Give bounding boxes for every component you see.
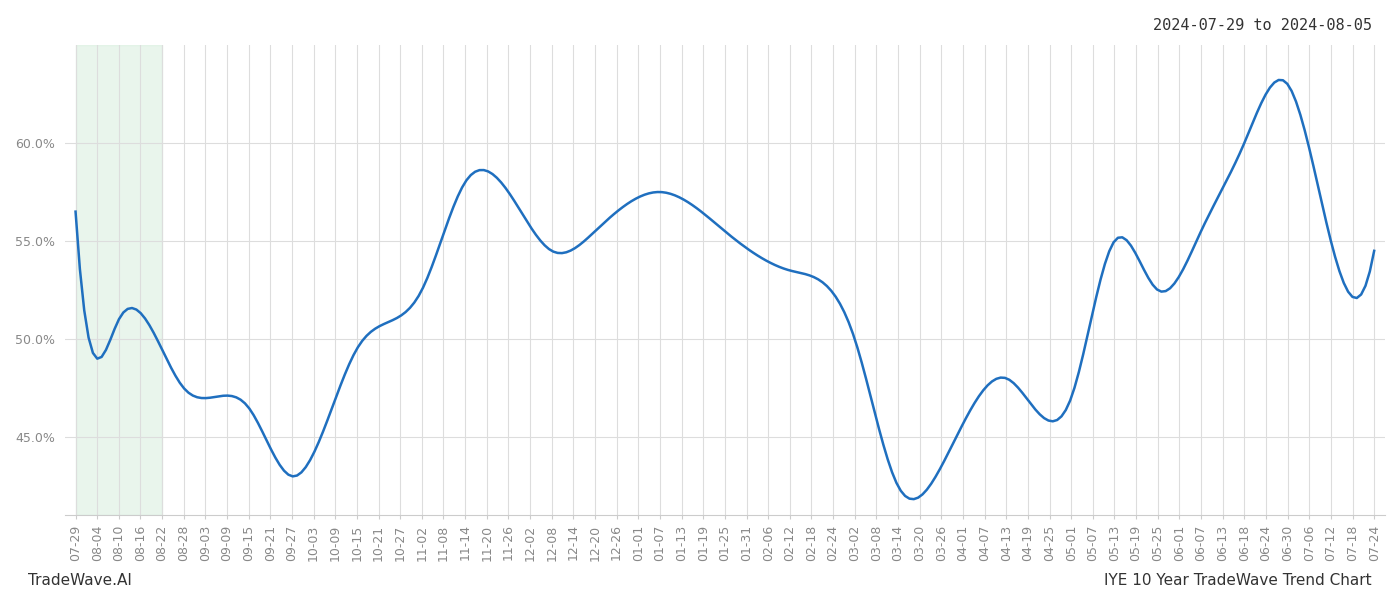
- Text: IYE 10 Year TradeWave Trend Chart: IYE 10 Year TradeWave Trend Chart: [1105, 573, 1372, 588]
- Bar: [76, 45, 162, 515]
- Text: 2024-07-29 to 2024-08-05: 2024-07-29 to 2024-08-05: [1154, 18, 1372, 33]
- Text: TradeWave.AI: TradeWave.AI: [28, 573, 132, 588]
